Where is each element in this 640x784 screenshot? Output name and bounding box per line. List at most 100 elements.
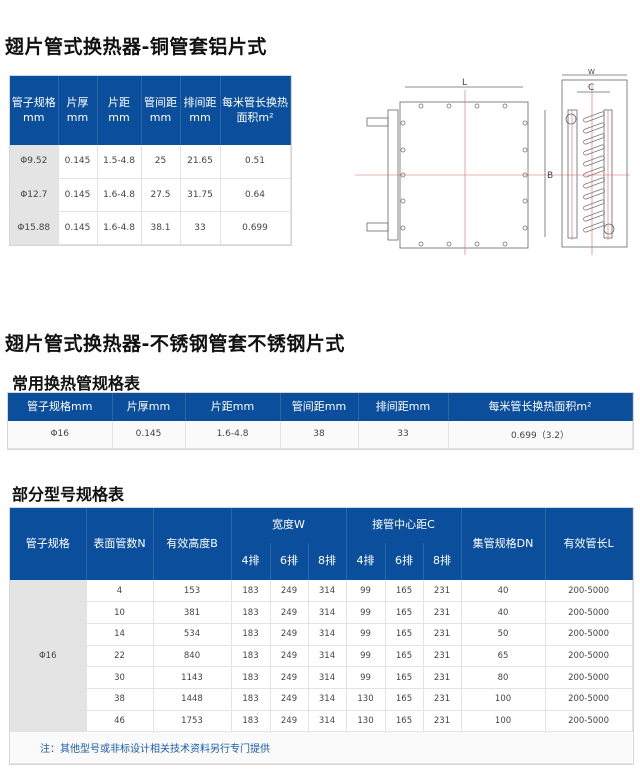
label-B: B [547,171,553,181]
col-header: 片厚mm [58,76,98,145]
cell: 249 [270,666,309,689]
col-header: 排间距mm [180,76,221,145]
cell: 231 [423,688,462,711]
table-row: 10 381 183 249 314 99 165 231 40 200-5000 [10,601,633,624]
cell: 314 [308,580,347,603]
cell: 99 [346,645,386,668]
cell: 314 [308,623,347,646]
cell: 4 [86,580,154,603]
cell: 183 [231,601,271,624]
bolt-hole [522,147,528,153]
cell: 231 [423,666,462,689]
fin-mark [583,221,605,233]
sub-header-6: 6排 [270,543,309,580]
cell: 38.1 [141,211,181,245]
cell: 0.51 [220,145,291,179]
fin-mark [583,199,605,211]
table-row: Φ16 0.145 1.6-4.8 38 33 0.699（3.2） [8,421,633,449]
cell: 38 [280,421,359,449]
fin-mark [583,111,605,123]
cell: 249 [270,601,309,624]
cell: 38 [86,688,154,711]
bolt-hole [474,103,480,109]
cell: 40 [461,601,546,624]
cell: 40 [461,580,546,603]
cell: 231 [423,710,462,733]
bolt-hole [446,103,452,109]
cell: 249 [270,580,309,603]
cell: 1.6-4.8 [97,211,142,245]
col-header: 片厚mm [112,393,186,421]
common-table-title: 常用换热管规格表 [12,374,141,393]
fin-mark [583,210,605,222]
sub-header-4: 4排 [231,543,271,580]
table-row: 14 534 183 249 314 99 165 231 50 200-5000 [10,623,633,646]
cell: 0.64 [220,178,291,212]
cell: 183 [231,666,271,689]
cell: 231 [423,580,462,603]
cell: Φ16 [8,421,113,449]
bolt-hole [522,120,528,126]
cell: 183 [231,580,271,603]
cell: 165 [385,688,424,711]
cell: 99 [346,601,386,624]
fin-mark [583,122,605,134]
cell: 153 [153,580,232,603]
fin-mark [583,144,605,156]
cell: 183 [231,623,271,646]
cell: 200-5000 [545,645,633,668]
cell: 183 [231,645,271,668]
col-header: 管间距mm [280,393,359,421]
cell: 27.5 [141,178,181,212]
cell: 33 [180,211,221,245]
cell: 65 [461,645,546,668]
cell: 1753 [153,710,232,733]
cell: 100 [461,688,546,711]
cell: 314 [308,666,347,689]
table-row: Φ9.52 0.145 1.5-4.8 25 21.65 0.51 [10,145,291,179]
cell: 249 [270,710,309,733]
cell: 200-5000 [545,623,633,646]
bolt-hole [400,198,406,204]
cell: Φ15.88 [10,211,59,245]
cell: 80 [461,666,546,689]
cell: 21.65 [180,145,221,179]
cell: 200-5000 [545,580,633,603]
cell: 0.699（3.2） [448,421,633,449]
cell: 165 [385,623,424,646]
model-table-title: 部分型号规格表 [12,485,125,504]
table-row: Φ12.7 0.145 1.6-4.8 27.5 31.75 0.64 [10,178,291,212]
cell: 10 [86,601,154,624]
col-header-n: 表面管数N [86,508,154,580]
cell: 249 [270,688,309,711]
cell: 0.699 [220,211,291,245]
cell: 1.6-4.8 [97,178,142,212]
cell: 314 [308,645,347,668]
cell: 99 [346,623,386,646]
cell: 165 [385,580,424,603]
col-header: 管子规格mm [10,76,59,145]
sub-header-6: 6排 [385,543,424,580]
cell: 231 [423,623,462,646]
cell: 100 [461,710,546,733]
bolt-hole [400,120,406,126]
cell: 99 [346,580,386,603]
table-row: Φ15.88 0.145 1.6-4.8 38.1 33 0.699 [10,211,291,245]
table-row: 22 840 183 249 314 99 165 231 65 200-5000 [10,645,633,668]
sub-header-4: 4排 [346,543,386,580]
col-header: 片距mm [97,76,142,145]
cell: 25 [141,145,181,179]
cell: 534 [153,623,232,646]
bolt-hole [446,241,452,247]
fin-mark [583,177,605,189]
bolt-hole [400,147,406,153]
copper-spec-table: 管子规格mm 片厚mm 片距mm 管间距mm 排间距mm 每米管长换热面积m² … [10,76,291,245]
cell: 130 [346,688,386,711]
cell: 183 [231,710,271,733]
fin-mark [583,155,605,167]
cell: 165 [385,645,424,668]
table-row: 46 1753 183 249 314 130 165 231 100 200-5000 [10,710,633,733]
bolt-hole [418,103,424,109]
cell: 30 [86,666,154,689]
cell: 165 [385,666,424,689]
